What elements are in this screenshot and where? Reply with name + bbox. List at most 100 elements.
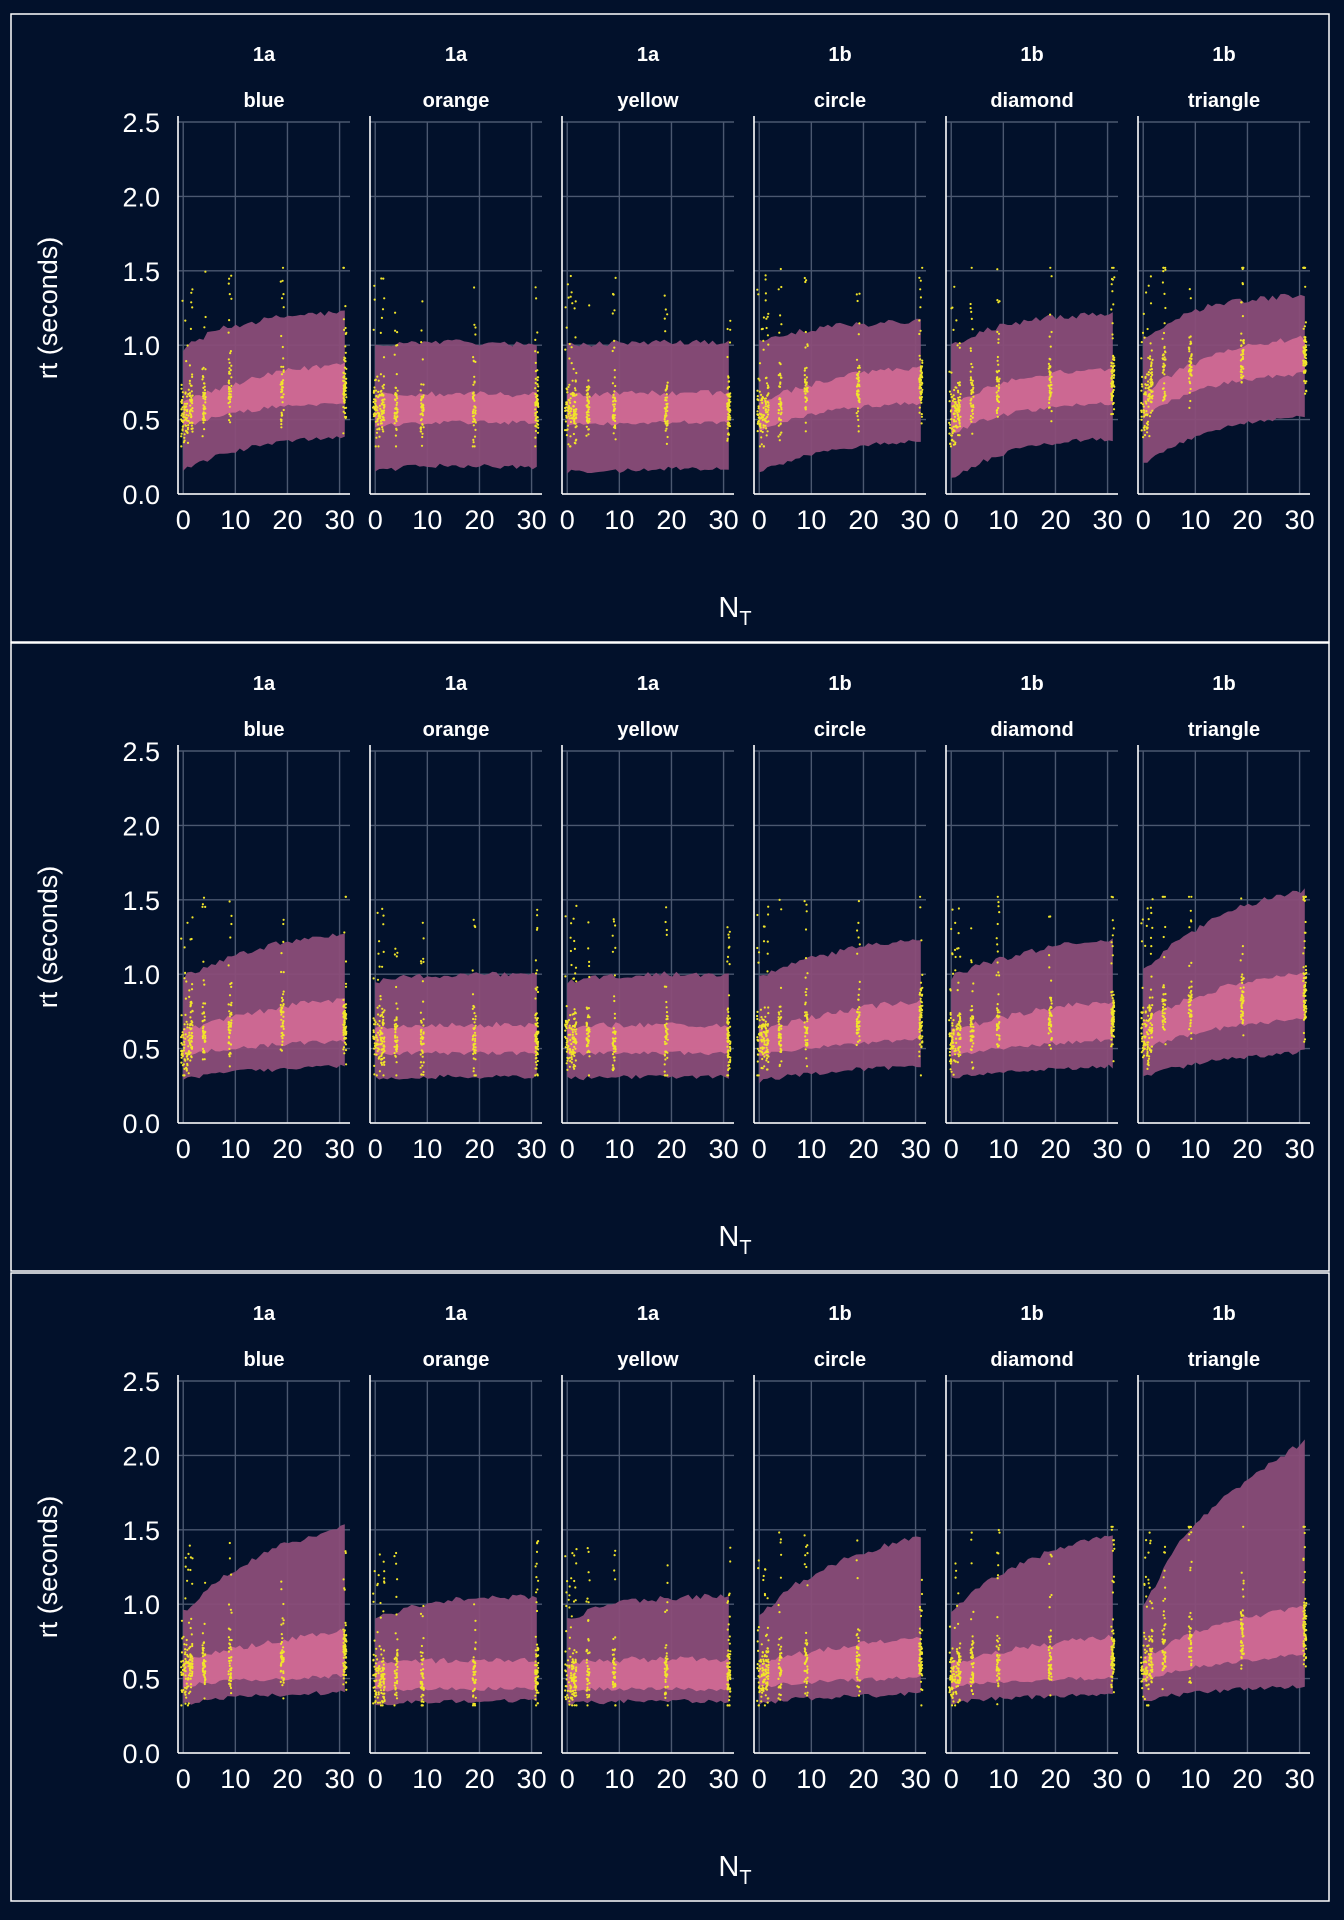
y-tick-label: 0.5	[122, 1665, 160, 1695]
data-point	[374, 420, 377, 423]
data-point	[1112, 354, 1115, 357]
data-point	[343, 1633, 346, 1636]
data-point	[534, 392, 537, 395]
data-point	[804, 1003, 807, 1006]
data-point	[958, 425, 962, 428]
data-point	[534, 350, 537, 353]
data-point	[572, 917, 575, 920]
data-point	[534, 1050, 537, 1053]
data-point	[950, 1032, 953, 1035]
x-tick-label: 0	[368, 505, 383, 535]
data-point	[856, 1010, 859, 1014]
data-point	[382, 1673, 385, 1676]
data-point	[1049, 381, 1052, 384]
data-point	[189, 1686, 193, 1689]
data-point	[373, 1053, 376, 1056]
data-point	[970, 266, 973, 269]
data-point	[1141, 1023, 1144, 1026]
data-point	[186, 1579, 189, 1582]
data-point	[183, 416, 186, 419]
data-point	[373, 298, 376, 301]
data-point	[1189, 1019, 1192, 1022]
data-point	[534, 370, 538, 373]
data-point	[280, 420, 283, 423]
data-point	[764, 417, 768, 420]
data-point	[765, 1054, 768, 1057]
data-point	[1148, 385, 1151, 388]
data-point	[996, 1023, 999, 1026]
data-point	[280, 1588, 283, 1591]
data-point	[568, 1647, 571, 1650]
data-point	[535, 969, 539, 972]
data-point	[727, 936, 731, 939]
data-point	[189, 1645, 192, 1648]
data-point	[1149, 378, 1152, 381]
data-point	[612, 1027, 615, 1030]
data-point	[1240, 358, 1243, 361]
data-point	[1049, 345, 1052, 348]
data-point	[228, 1664, 231, 1667]
data-point	[1050, 999, 1053, 1002]
data-point	[395, 1048, 398, 1051]
data-point	[474, 1024, 477, 1027]
data-point	[950, 1060, 953, 1063]
data-point	[1162, 935, 1165, 939]
x-tick-label: 0	[1136, 1134, 1151, 1164]
data-point	[374, 1692, 377, 1696]
data-point	[569, 295, 572, 298]
data-point	[969, 1035, 972, 1038]
data-point	[372, 1029, 375, 1032]
data-point	[1150, 945, 1153, 948]
data-point	[1239, 959, 1242, 962]
data-point	[376, 911, 379, 915]
data-point	[778, 898, 781, 902]
data-point	[1111, 372, 1114, 375]
data-point	[1242, 341, 1245, 344]
data-point	[202, 391, 205, 394]
data-point	[1240, 975, 1243, 979]
data-point	[920, 413, 923, 416]
data-point	[180, 1704, 183, 1707]
data-point	[970, 310, 973, 313]
data-point	[564, 1689, 567, 1692]
data-point	[1241, 355, 1244, 359]
data-point	[376, 375, 379, 378]
data-point	[997, 395, 1000, 398]
facet-strip-label: orange	[423, 719, 490, 741]
data-point	[759, 1047, 762, 1050]
data-point	[1150, 383, 1153, 386]
data-point	[1188, 986, 1191, 989]
data-point	[382, 914, 385, 917]
x-tick-label: 10	[604, 505, 634, 535]
data-point	[471, 412, 475, 415]
data-point	[378, 435, 381, 438]
data-point	[378, 1553, 381, 1556]
data-point	[1142, 409, 1146, 412]
data-point	[780, 908, 783, 911]
data-point	[534, 1678, 538, 1681]
data-point	[972, 391, 975, 394]
data-point	[473, 405, 476, 408]
data-point	[587, 1601, 590, 1604]
data-point	[574, 1038, 577, 1041]
data-point	[280, 1657, 283, 1660]
data-point	[948, 1050, 952, 1054]
data-point	[804, 346, 807, 349]
data-point	[1240, 373, 1243, 376]
data-point	[228, 994, 232, 997]
data-point	[756, 288, 759, 291]
data-point	[569, 1049, 572, 1052]
data-point	[394, 1036, 397, 1039]
data-point	[612, 1047, 615, 1050]
data-point	[422, 1694, 425, 1697]
data-point	[953, 420, 956, 423]
data-point	[377, 1043, 381, 1046]
data-point	[1112, 370, 1115, 373]
data-point	[382, 950, 385, 954]
data-point	[856, 1040, 860, 1043]
data-point	[1304, 392, 1307, 395]
data-point	[666, 381, 669, 384]
data-point	[954, 955, 957, 959]
data-point	[586, 1038, 590, 1041]
data-point	[1304, 999, 1307, 1002]
